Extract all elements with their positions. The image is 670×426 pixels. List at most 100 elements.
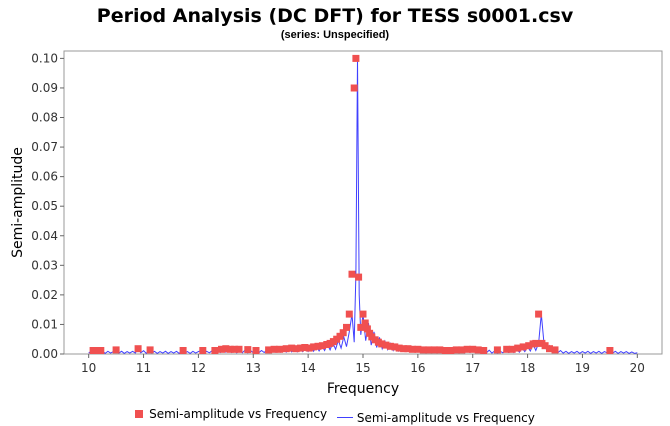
data-point — [318, 342, 326, 350]
data-point — [361, 319, 369, 327]
x-tick-label: 15 — [355, 361, 370, 375]
data-point — [146, 346, 154, 354]
data-point — [408, 345, 416, 353]
legend-label-line: Semi-amplitude vs Frequency — [356, 410, 535, 425]
x-tick-label: 20 — [630, 361, 645, 375]
data-point — [226, 345, 234, 353]
data-point — [430, 346, 438, 354]
data-point — [395, 344, 403, 352]
legend-item-points: Semi-amplitude vs Frequency — [135, 407, 327, 421]
data-point — [339, 329, 347, 337]
y-tick-label: 0.10 — [31, 51, 58, 65]
data-point — [480, 347, 488, 354]
data-point — [336, 332, 344, 340]
legend-label-points: Semi-amplitude vs Frequency — [149, 407, 328, 421]
data-point — [386, 342, 394, 350]
data-point — [305, 344, 313, 352]
data-point — [282, 345, 290, 353]
data-point — [297, 344, 304, 352]
data-point — [357, 323, 365, 331]
data-point — [541, 342, 549, 350]
data-point — [519, 343, 527, 351]
data-point — [508, 345, 516, 353]
data-point — [231, 345, 239, 353]
data-point — [441, 347, 449, 354]
x-tick-label: 12 — [191, 361, 206, 375]
legend: Semi-amplitude vs Frequency Semi-amplitu… — [0, 407, 670, 425]
y-axis-title: Semi-amplitude — [10, 147, 26, 258]
x-tick-label: 17 — [465, 361, 480, 375]
y-tick-label: 0.02 — [31, 288, 58, 302]
data-point — [292, 345, 300, 353]
data-point — [270, 345, 278, 353]
legend-item-line: Semi-amplitude vs Frequency — [336, 410, 535, 425]
data-point — [348, 270, 356, 278]
x-tick-label: 16 — [410, 361, 425, 375]
data-point — [382, 341, 390, 349]
plot-frame — [63, 50, 663, 355]
y-tick-label: 0.06 — [31, 170, 58, 184]
legend-line-icon — [336, 417, 353, 418]
data-point — [378, 340, 386, 348]
x-tick-label: 18 — [520, 361, 535, 375]
chart-title: Period Analysis (DC DFT) for TESS s0001.… — [96, 5, 574, 27]
y-tick-label: 0.07 — [31, 140, 58, 154]
data-point — [400, 345, 408, 353]
data-point — [211, 347, 219, 354]
data-point — [343, 323, 350, 331]
data-point — [525, 342, 533, 350]
data-point — [112, 346, 120, 354]
data-point — [425, 346, 433, 354]
x-tick-label: 10 — [81, 361, 96, 375]
data-point — [363, 325, 371, 333]
y-tick-label: 0.03 — [31, 258, 58, 272]
data-point — [419, 346, 427, 354]
data-point — [92, 347, 100, 354]
data-point — [199, 347, 207, 354]
data-point — [252, 347, 260, 354]
y-tick-label: 0.08 — [31, 111, 58, 125]
data-point — [355, 273, 363, 281]
data-point — [345, 310, 353, 318]
x-axis: 10 11 12 13 14 15 16 17 18 19 20 — [81, 354, 645, 375]
y-axis: 0.00 0.01 0.02 0.03 0.04 0.05 0.06 0.07 0.08 0.09… — [31, 51, 64, 361]
data-point — [532, 339, 540, 347]
y-tick-label: 0.09 — [31, 81, 58, 95]
data-point — [288, 344, 296, 352]
data-point — [447, 347, 455, 354]
data-point — [179, 347, 187, 354]
y-tick-label: 0.01 — [31, 317, 58, 331]
x-tick-label: 14 — [300, 361, 315, 375]
data-point — [359, 310, 367, 318]
y-tick-label: 0.00 — [31, 347, 58, 361]
y-tick-label: 0.05 — [31, 199, 58, 213]
data-point — [244, 346, 252, 354]
data-point — [503, 345, 511, 353]
x-axis-title: Frequency — [327, 381, 399, 397]
data-point — [463, 345, 471, 353]
x-tick-label: 19 — [575, 361, 590, 375]
data-point — [314, 342, 322, 350]
data-point — [301, 344, 309, 351]
data-point — [493, 346, 501, 354]
data-point — [474, 346, 482, 354]
data-point — [514, 344, 522, 352]
y-tick-label: 0.04 — [31, 229, 58, 243]
data-point — [366, 329, 374, 337]
data-point — [134, 345, 142, 353]
data-point — [310, 343, 318, 351]
data-point — [352, 54, 360, 62]
x-tick-label: 11 — [136, 361, 151, 375]
data-point — [551, 346, 559, 354]
data-point — [436, 346, 444, 354]
chart-subtitle: (series: Unspecified) — [280, 29, 390, 41]
series-points-group — [89, 54, 614, 354]
data-point — [97, 347, 105, 354]
data-point — [535, 310, 543, 318]
data-point — [469, 345, 477, 353]
data-point — [458, 346, 466, 354]
data-point — [391, 343, 399, 351]
legend-square-icon — [135, 410, 144, 418]
data-point — [235, 345, 243, 353]
